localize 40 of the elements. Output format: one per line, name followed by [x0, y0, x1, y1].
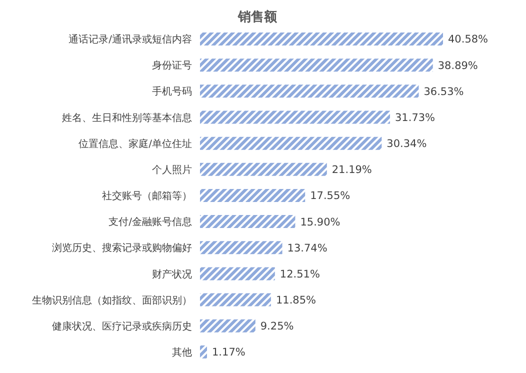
bar — [200, 267, 275, 280]
y-tick-label: 支付/金融账号信息 — [108, 216, 192, 228]
data-label: 11.85% — [276, 294, 316, 307]
data-label: 21.19% — [332, 164, 372, 176]
y-tick-label: 浏览历史、搜索记录或购物偏好 — [52, 242, 192, 254]
data-label: 13.74% — [287, 242, 328, 254]
y-tick-label: 位置信息、家庭/单位住址 — [78, 138, 192, 150]
bar — [200, 84, 419, 98]
y-tick-label: 社交账号（邮箱等） — [102, 190, 192, 202]
bar — [200, 215, 296, 228]
data-label: 30.34% — [386, 138, 427, 150]
bar — [200, 188, 306, 202]
data-label: 31.73% — [395, 112, 436, 124]
chart-title: 销售额 — [238, 8, 277, 26]
y-tick-label: 个人照片 — [152, 164, 192, 176]
data-label: 15.90% — [300, 216, 340, 228]
data-label: 38.89% — [438, 60, 478, 72]
y-tick-label: 身份证号 — [152, 60, 192, 72]
bar — [200, 293, 271, 306]
bar — [200, 162, 327, 176]
data-label: 9.25% — [260, 320, 294, 333]
bar — [200, 241, 282, 254]
y-tick-label: 手机号码 — [152, 86, 192, 98]
y-tick-label: 生物识别信息（如指纹、面部识别） — [32, 294, 192, 306]
bar — [200, 319, 256, 332]
bar — [200, 32, 443, 46]
data-label: 36.53% — [424, 86, 464, 98]
data-label: 1.17% — [212, 346, 246, 359]
bar — [200, 110, 390, 124]
y-tick-label: 其他 — [172, 346, 192, 359]
y-tick-label: 健康状况、医疗记录或疾病历史 — [52, 320, 192, 332]
y-tick-label: 姓名、生日和性别等基本信息 — [62, 112, 192, 124]
data-label: 12.51% — [280, 268, 320, 280]
data-label: 40.58% — [448, 34, 488, 46]
y-tick-label: 财产状况 — [152, 268, 192, 280]
bar — [200, 345, 208, 358]
bar — [200, 58, 433, 72]
bar — [200, 136, 382, 150]
data-label: 17.55% — [310, 190, 350, 202]
y-tick-label: 通话记录/通讯录或短信内容 — [68, 34, 192, 46]
